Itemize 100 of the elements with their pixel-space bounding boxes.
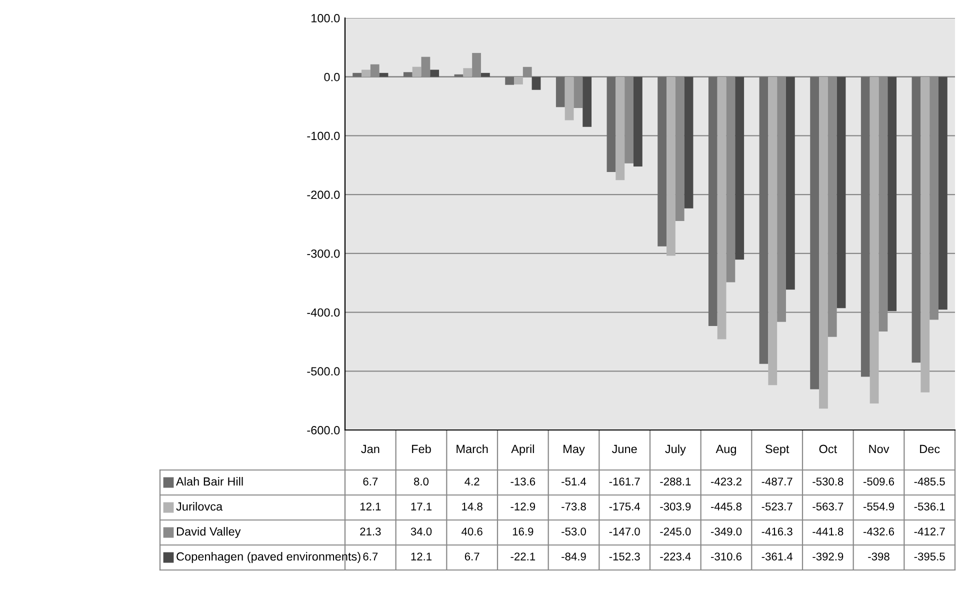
bar bbox=[912, 76, 921, 363]
bar bbox=[556, 76, 565, 108]
data-label: -530.8 bbox=[812, 478, 844, 486]
data-label: -303.9 bbox=[660, 502, 691, 510]
data-label: -412.7 bbox=[914, 528, 945, 536]
data-label: 6.7 bbox=[464, 552, 480, 560]
data-label: -161.7 bbox=[609, 478, 640, 486]
data-label: -554.9 bbox=[863, 502, 894, 510]
data-label: -245.0 bbox=[660, 528, 691, 536]
data-label: -22.1 bbox=[510, 552, 536, 560]
legend-label: Jurilovca bbox=[176, 502, 223, 511]
bar bbox=[362, 70, 370, 77]
bar bbox=[463, 68, 472, 77]
data-label: -395.5 bbox=[914, 552, 945, 560]
y-tick-label: -200.0 bbox=[307, 190, 340, 199]
data-label: 6.7 bbox=[363, 552, 378, 560]
data-label: 12.1 bbox=[360, 502, 381, 510]
bar bbox=[768, 76, 778, 386]
bar bbox=[454, 74, 464, 77]
bar bbox=[819, 76, 828, 409]
bar bbox=[480, 72, 490, 77]
data-label: -563.7 bbox=[812, 502, 844, 510]
data-label: -147.0 bbox=[609, 528, 640, 536]
bar bbox=[888, 76, 897, 312]
x-tick-label: Feb bbox=[412, 444, 431, 454]
data-label: -392.9 bbox=[812, 552, 844, 560]
data-label: -13.6 bbox=[510, 478, 536, 486]
data-label: 34.0 bbox=[410, 528, 432, 536]
data-label: -288.1 bbox=[660, 478, 691, 486]
x-tick-label: Aug bbox=[716, 444, 736, 456]
data-label: -51.4 bbox=[562, 478, 586, 486]
data-label: -485.5 bbox=[914, 478, 945, 486]
data-label: -487.7 bbox=[762, 478, 792, 486]
bar bbox=[666, 76, 676, 256]
y-tick-label: 0.0 bbox=[324, 72, 340, 82]
data-label: -73.8 bbox=[562, 502, 586, 510]
bar bbox=[810, 76, 820, 390]
data-label: -223.4 bbox=[660, 552, 691, 560]
x-tick-label: July bbox=[665, 444, 686, 456]
bar bbox=[717, 76, 726, 340]
data-label: -416.3 bbox=[762, 528, 792, 536]
y-tick-label: -500.0 bbox=[307, 367, 340, 376]
bar bbox=[514, 76, 523, 84]
data-label: -53.0 bbox=[562, 528, 586, 536]
data-label: -423.2 bbox=[710, 478, 742, 486]
bar bbox=[379, 72, 388, 77]
bar bbox=[352, 72, 362, 77]
data-label: 21.3 bbox=[360, 528, 381, 536]
data-label: -536.1 bbox=[914, 502, 945, 510]
bar bbox=[633, 76, 642, 166]
data-label: -361.4 bbox=[762, 552, 793, 560]
data-label: -523.7 bbox=[762, 502, 792, 510]
y-tick-label: -100.0 bbox=[307, 132, 340, 140]
bar bbox=[403, 72, 412, 77]
data-label: -509.6 bbox=[863, 478, 894, 486]
bar bbox=[786, 76, 795, 290]
bar bbox=[759, 76, 768, 364]
x-tick-label: March bbox=[456, 444, 488, 454]
bar bbox=[684, 76, 694, 208]
data-label: -12.9 bbox=[510, 502, 536, 510]
y-tick-label: -400.0 bbox=[307, 308, 340, 317]
bar bbox=[505, 76, 514, 85]
data-label: 8.0 bbox=[414, 478, 429, 486]
bar bbox=[606, 76, 616, 172]
bar bbox=[616, 76, 625, 180]
x-tick-label: Jan bbox=[361, 444, 380, 454]
data-label: 40.6 bbox=[462, 528, 482, 536]
bar bbox=[430, 70, 440, 77]
x-tick-label: June bbox=[612, 444, 637, 454]
x-tick-label: Nov bbox=[869, 444, 890, 454]
x-tick-label: May bbox=[564, 444, 585, 456]
data-label: -310.6 bbox=[710, 552, 742, 560]
x-tick-label: Oct bbox=[819, 444, 838, 454]
x-tick-label: Sept bbox=[765, 444, 790, 456]
y-tick-label: -300.0 bbox=[307, 249, 340, 258]
bar bbox=[920, 76, 930, 392]
bar bbox=[582, 76, 592, 127]
data-label: -398 bbox=[868, 552, 890, 560]
data-label: 12.1 bbox=[411, 552, 432, 560]
legend-label: Copenhagen (paved environments) bbox=[176, 552, 360, 564]
data-label: 16.9 bbox=[512, 528, 534, 536]
data-label: -445.8 bbox=[710, 502, 742, 510]
bar bbox=[658, 76, 667, 246]
legend-label: Alah Bair Hill bbox=[176, 476, 243, 486]
bar bbox=[870, 76, 879, 404]
data-label: -432.6 bbox=[863, 528, 894, 536]
data-label: -152.3 bbox=[609, 552, 640, 560]
data-label: -441.8 bbox=[812, 528, 844, 536]
data-label: 17.1 bbox=[411, 502, 432, 510]
y-tick-label: 100.0 bbox=[312, 14, 340, 22]
data-label: 4.2 bbox=[464, 478, 480, 486]
data-label: 6.7 bbox=[363, 478, 378, 486]
y-tick-label: -600.0 bbox=[307, 426, 340, 434]
bar bbox=[836, 76, 846, 308]
bar bbox=[564, 76, 574, 120]
data-label: -349.0 bbox=[710, 528, 742, 536]
x-tick-label: Dec bbox=[920, 444, 940, 454]
bar bbox=[938, 76, 948, 310]
legend-label: David Valley bbox=[176, 526, 241, 538]
bar bbox=[708, 76, 718, 326]
